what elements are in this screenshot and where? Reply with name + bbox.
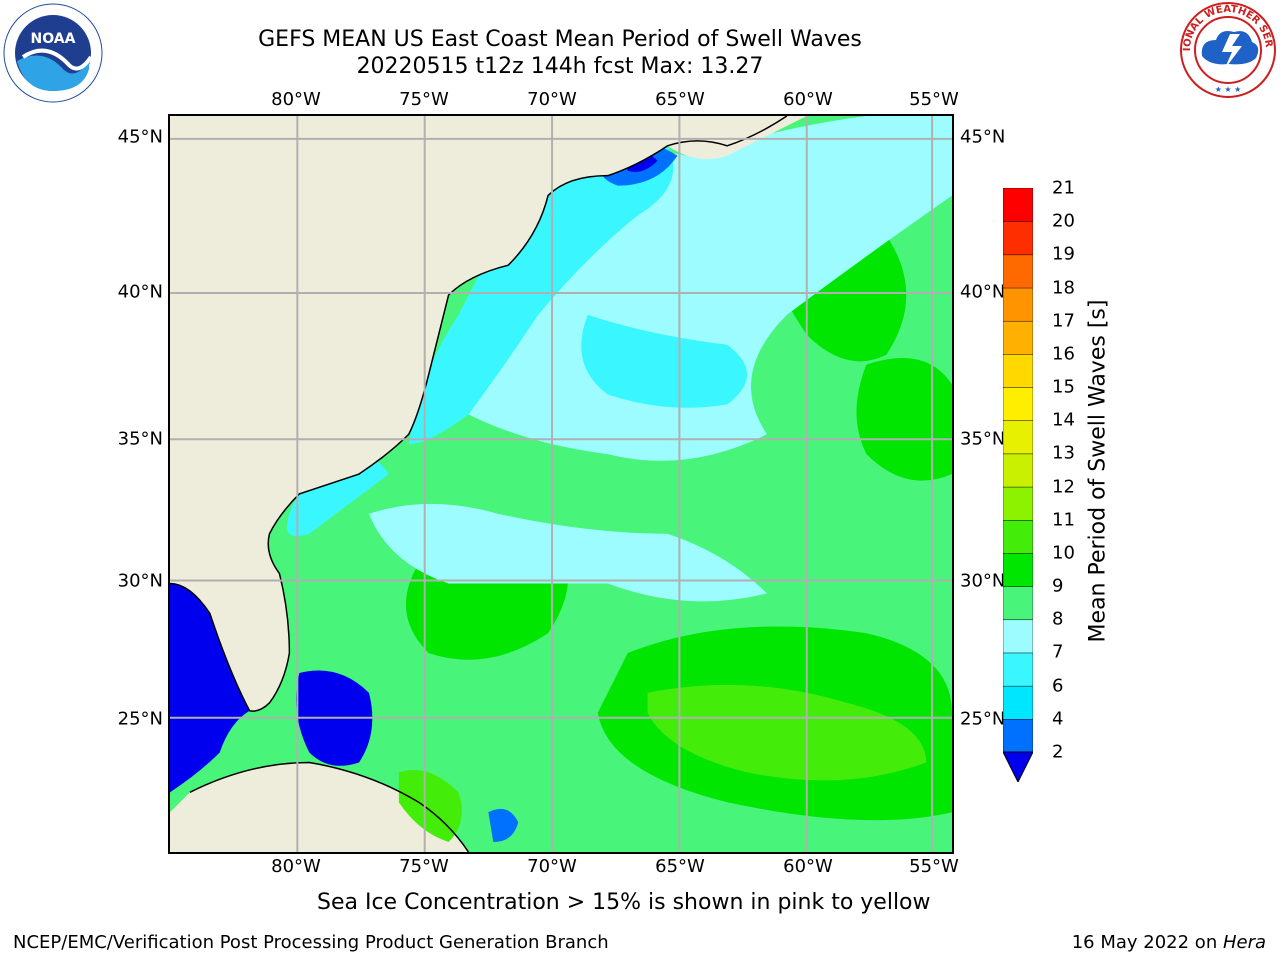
lon-label-bottom: 80°W	[271, 856, 321, 877]
cuba-landmass	[170, 762, 469, 852]
map-title: GEFS MEAN US East Coast Mean Period of S…	[258, 27, 862, 52]
lon-label-top: 80°W	[271, 89, 321, 110]
colorbar-tick-label: 10	[1052, 542, 1075, 564]
colorbar-cell	[1003, 552, 1033, 587]
colorbar-tick-label: 13	[1052, 442, 1075, 464]
colorbar-cell	[1003, 220, 1033, 256]
colorbar-cell	[1003, 254, 1033, 289]
lon-label-bottom: 75°W	[399, 856, 449, 877]
lon-label-top: 65°W	[655, 89, 705, 110]
lat-label-left: 30°N	[117, 570, 163, 592]
cuba-coastline	[189, 761, 470, 852]
swell-contour-7-8	[286, 451, 389, 537]
swell-contour-7-8	[581, 314, 748, 408]
swell-contour-4-6	[488, 808, 519, 843]
lon-label-bottom: 55°W	[909, 856, 959, 877]
colorbar-cell	[1003, 320, 1033, 355]
colorbar-tick-label: 16	[1052, 343, 1075, 365]
colorbar-cell	[1003, 453, 1033, 488]
colorbar-tick-label: 4	[1052, 708, 1064, 730]
lat-label-right: 35°N	[960, 428, 1006, 450]
colorbar-tick-label: 2	[1052, 741, 1064, 763]
colorbar-tick-label: 9	[1052, 575, 1064, 597]
colorbar-tick-label: 12	[1052, 476, 1075, 498]
colorbar-extend-min	[1003, 751, 1033, 782]
swell-period-map	[168, 114, 954, 854]
colorbar-tick-label: 15	[1052, 376, 1075, 398]
gridlines	[170, 116, 952, 852]
colorbar	[1003, 188, 1033, 782]
lon-label-bottom: 65°W	[655, 856, 705, 877]
colorbar-cell	[1003, 652, 1033, 687]
colorbar-tick-label: 8	[1052, 608, 1064, 630]
map-subtitle: 20220515 t12z 144h fcst Max: 13.27	[356, 54, 764, 79]
colorbar-cell	[1003, 519, 1033, 554]
lat-label-right: 25°N	[960, 708, 1006, 730]
colorbar-cell	[1003, 353, 1033, 388]
colorbar-tick-label: 20	[1052, 210, 1075, 232]
colorbar-cell	[1003, 685, 1033, 720]
colorbar-label: Mean Period of Swell Waves [s]	[1085, 299, 1111, 643]
lon-label-bottom: 70°W	[527, 856, 577, 877]
lat-label-right: 30°N	[960, 570, 1006, 592]
swell-contour-8-9	[368, 503, 767, 602]
us-landmass	[170, 116, 787, 712]
colorbar-tick-label: 14	[1052, 409, 1075, 431]
colorbar-cell	[1003, 585, 1033, 621]
lon-label-bottom: 60°W	[783, 856, 833, 877]
colorbar-cell	[1003, 287, 1033, 322]
colorbar-cell	[1003, 619, 1033, 654]
footer-credit: NCEP/EMC/Verification Post Processing Pr…	[13, 932, 609, 953]
lon-label-top: 75°W	[399, 89, 449, 110]
colorbar-tick-label: 11	[1052, 509, 1075, 531]
lat-label-right: 45°N	[960, 126, 1006, 148]
footer-date: 16 May 2022 on Hera	[1072, 932, 1266, 953]
lat-label-left: 35°N	[117, 428, 163, 450]
colorbar-tick-label: 6	[1052, 675, 1064, 697]
noaa-logo: NOAA	[3, 3, 103, 103]
colorbar-tick-label: 21	[1052, 177, 1075, 199]
colorbar-tick-label: 18	[1052, 277, 1075, 299]
lon-label-top: 70°W	[527, 89, 577, 110]
sea-ice-note: Sea Ice Concentration > 15% is shown in …	[317, 890, 931, 915]
lat-label-left: 45°N	[117, 126, 163, 148]
footer-machine: Hera	[1222, 932, 1266, 953]
lon-label-top: 55°W	[909, 89, 959, 110]
noaa-logo-text: NOAA	[31, 31, 76, 47]
colorbar-tick-label: 7	[1052, 641, 1064, 663]
colorbar-tick-label: 19	[1052, 243, 1075, 265]
canada-landmass	[667, 116, 807, 160]
lat-label-left: 25°N	[117, 708, 163, 730]
lon-label-top: 60°W	[783, 89, 833, 110]
colorbar-tick-label: 17	[1052, 310, 1075, 332]
swell-contour-11-12	[647, 684, 927, 781]
lat-label-right: 40°N	[960, 281, 1006, 303]
colorbar-cell	[1003, 188, 1033, 222]
nws-logo: NATIONAL WEATHER SERVICE ★ ★ ★	[1178, 0, 1276, 98]
colorbar-cell	[1003, 419, 1033, 455]
svg-text:★ ★ ★: ★ ★ ★	[1215, 85, 1242, 94]
gulf-low-period	[170, 583, 250, 793]
coastline	[170, 116, 788, 712]
colorbar-cell	[1003, 718, 1033, 753]
colorbar-cell	[1003, 386, 1033, 421]
swell-contour-10-11	[856, 358, 952, 481]
footer-date-text: 16 May 2022 on	[1071, 932, 1223, 953]
colorbar-cell	[1003, 486, 1033, 521]
lat-label-left: 40°N	[117, 281, 163, 303]
